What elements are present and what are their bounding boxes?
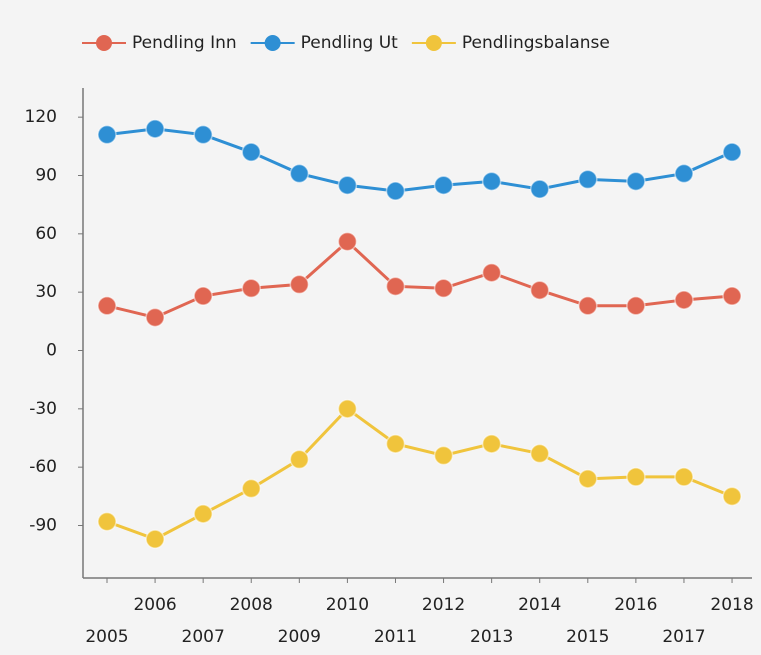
y-tick-label: -60 xyxy=(29,457,57,477)
y-tick-label: 90 xyxy=(35,166,57,186)
data-point xyxy=(145,119,165,139)
data-point xyxy=(193,286,213,306)
x-tick-label: 2009 xyxy=(278,627,321,647)
data-point xyxy=(529,443,550,464)
data-point xyxy=(97,296,117,316)
data-point xyxy=(674,290,694,310)
data-point xyxy=(145,307,165,328)
data-point xyxy=(433,278,454,299)
data-point xyxy=(385,276,406,297)
legend-marker xyxy=(96,35,112,51)
data-point xyxy=(674,467,694,487)
data-point xyxy=(722,286,742,306)
y-tick-label: 120 xyxy=(25,107,57,127)
data-point xyxy=(481,171,502,192)
data-point xyxy=(385,434,406,454)
data-point xyxy=(433,175,454,195)
x-tick-label: 2010 xyxy=(326,595,369,615)
data-point xyxy=(241,278,261,299)
x-tick-label: 2014 xyxy=(518,595,561,615)
legend-label: Pendling Ut xyxy=(301,33,399,53)
data-point xyxy=(481,434,502,454)
x-tick-label: 2005 xyxy=(85,627,128,647)
x-tick-label: 2012 xyxy=(422,595,465,615)
x-tick-label: 2013 xyxy=(470,627,513,647)
data-point xyxy=(578,469,598,489)
x-tick-label: 2007 xyxy=(182,627,225,647)
data-point xyxy=(626,171,646,192)
data-point xyxy=(97,124,117,145)
legend-marker xyxy=(264,35,281,51)
y-tick-label: 30 xyxy=(35,282,57,302)
data-point xyxy=(481,262,502,283)
data-point xyxy=(529,280,550,300)
data-point xyxy=(529,179,550,199)
x-tick-label: 2018 xyxy=(710,595,753,615)
data-point xyxy=(241,142,261,162)
data-point xyxy=(241,478,261,499)
x-tick-label: 2015 xyxy=(566,627,609,647)
data-point xyxy=(289,274,310,295)
data-point xyxy=(626,296,646,316)
data-point xyxy=(193,504,213,524)
data-point xyxy=(97,511,117,532)
data-point xyxy=(385,181,406,201)
x-tick-label: 2017 xyxy=(662,627,705,647)
data-point xyxy=(722,486,742,507)
legend-marker xyxy=(425,35,442,51)
y-tick-label: -90 xyxy=(29,516,57,536)
data-point xyxy=(193,124,213,145)
data-point xyxy=(578,169,598,190)
data-point xyxy=(433,445,454,466)
data-point xyxy=(145,529,165,549)
data-point xyxy=(289,449,310,470)
data-point xyxy=(722,142,742,162)
data-point xyxy=(289,163,310,184)
y-tick-label: 0 xyxy=(46,341,57,361)
x-tick-label: 2016 xyxy=(614,595,657,615)
data-point xyxy=(674,163,694,184)
x-tick-label: 2011 xyxy=(374,627,417,647)
y-tick-label: 60 xyxy=(35,224,57,244)
data-point xyxy=(626,467,646,487)
legend-label: Pendlingsbalanse xyxy=(462,33,610,53)
legend-label: Pendling Inn xyxy=(132,33,237,53)
data-point xyxy=(578,296,598,316)
x-tick-label: 2008 xyxy=(230,595,273,615)
x-tick-label: 2006 xyxy=(133,595,176,615)
data-point xyxy=(337,231,358,252)
data-point xyxy=(337,175,358,195)
data-point xyxy=(337,399,358,419)
y-tick-label: -30 xyxy=(29,399,57,419)
